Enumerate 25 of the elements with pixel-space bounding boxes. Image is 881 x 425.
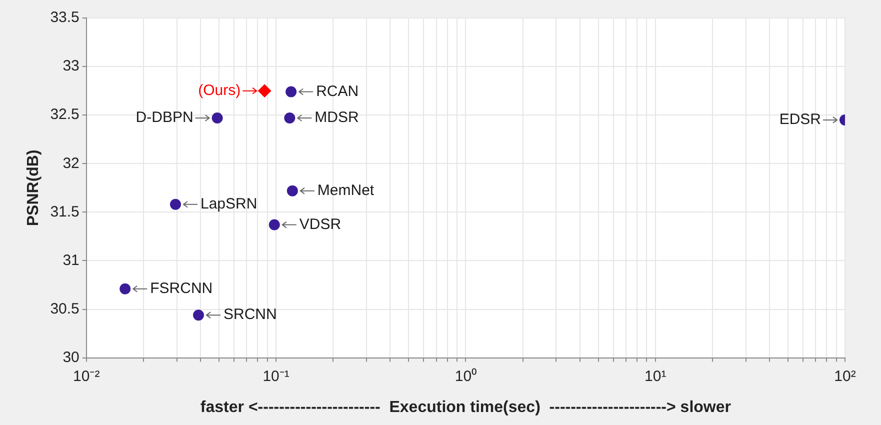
- y-tick-label: 31: [62, 252, 80, 269]
- annotation: SRCNN: [223, 306, 277, 324]
- y-tick-label: 32: [62, 154, 80, 172]
- annotation: LapSRN: [200, 196, 258, 213]
- annotation: MemNet: [317, 182, 375, 199]
- legend-label: (Ours): [198, 82, 241, 99]
- y-tick-label: 31.5: [50, 203, 80, 220]
- annotation: MDSR: [314, 109, 360, 126]
- x-tick-label: 10⁻¹: [262, 368, 290, 385]
- annotation: VDSR: [299, 216, 342, 233]
- x-tick-label: 10⁻²: [73, 368, 100, 385]
- y-tick-label: 30: [62, 348, 80, 366]
- x-tick-label: 10¹: [644, 368, 666, 385]
- y-tick-label: 30.5: [50, 300, 80, 318]
- x-axis-title: faster <----------------------- Execution time(sec) ----------------------> slower: [200, 398, 731, 416]
- y-axis-title: PSNR(dB): [25, 150, 42, 226]
- y-tick-label: 33: [62, 58, 80, 75]
- y-tick-label: 33.5: [50, 9, 80, 26]
- annotation: EDSR: [779, 111, 822, 128]
- x-tick-label: 10⁰: [454, 368, 477, 385]
- annotation: D-DBPN: [136, 109, 194, 126]
- annotation: RCAN: [316, 82, 359, 100]
- annotation: FSRCNN: [150, 280, 213, 298]
- x-tick-label: 10²: [834, 368, 856, 385]
- y-tick-label: 32.5: [50, 106, 80, 124]
